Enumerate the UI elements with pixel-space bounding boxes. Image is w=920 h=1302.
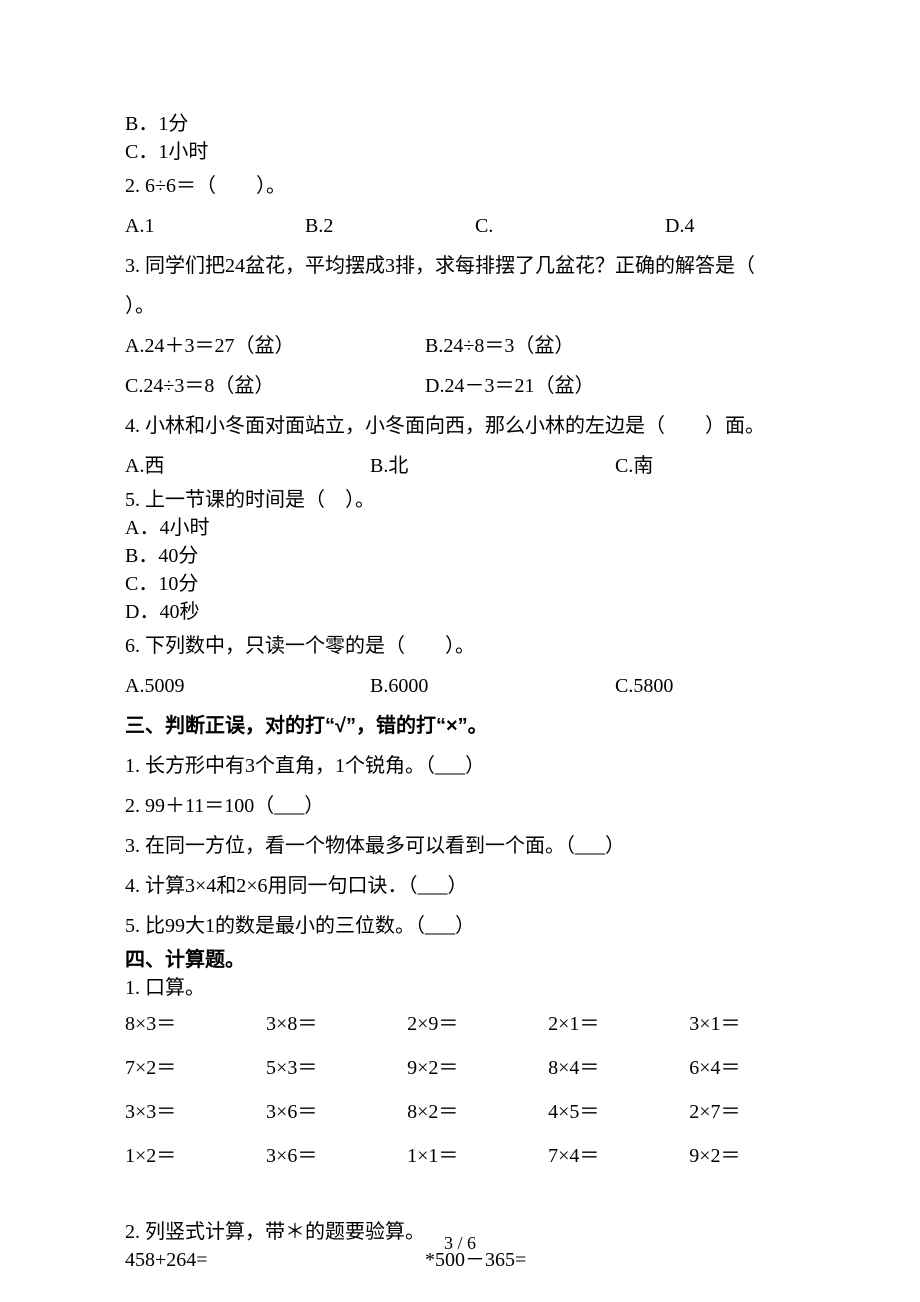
q5-opt-b: B．40分 xyxy=(125,542,795,570)
q2-opt-d: D.4 xyxy=(665,206,785,246)
calc-cell: 3×1＝ xyxy=(689,1002,795,1046)
calc-cell: 1×1＝ xyxy=(407,1134,548,1178)
calc-cell: 6×4＝ xyxy=(689,1046,795,1090)
q5-opt-c: C．10分 xyxy=(125,570,795,598)
q4-options: A.西 B.北 C.南 xyxy=(125,446,795,486)
q2-opt-b: B.2 xyxy=(305,206,475,246)
q3-options-row2: C.24÷3＝8（盆） D.24－3＝21（盆） xyxy=(125,366,795,406)
judge-4: 4. 计算3×4和2×6用同一句口诀．（___） xyxy=(125,866,795,906)
calc-cell: 1×2＝ xyxy=(125,1134,266,1178)
calc-row-4: 1×2＝ 3×6＝ 1×1＝ 7×4＝ 9×2＝ xyxy=(125,1134,795,1178)
judge-2: 2. 99＋11＝100（___） xyxy=(125,786,795,826)
calc-cell: 8×2＝ xyxy=(407,1090,548,1134)
q3-opt-c: C.24÷3＝8（盆） xyxy=(125,366,425,406)
calc-cell: 7×4＝ xyxy=(548,1134,689,1178)
page: B．1分 C．1小时 2. 6÷6＝（ ）。 A.1 B.2 C. D.4 3.… xyxy=(0,0,920,1302)
calc-row-3: 3×3＝ 3×6＝ 8×2＝ 4×5＝ 2×7＝ xyxy=(125,1090,795,1134)
q6-opt-a: A.5009 xyxy=(125,666,370,706)
q4-opt-a: A.西 xyxy=(125,446,370,486)
q3-opt-d: D.24－3＝21（盆） xyxy=(425,366,765,406)
q3-opt-a: A.24＋3＝27（盆） xyxy=(125,326,425,366)
q5-opt-d: D．40秒 xyxy=(125,598,795,626)
calc-cell: 2×7＝ xyxy=(689,1090,795,1134)
q2-options: A.1 B.2 C. D.4 xyxy=(125,206,795,246)
q3-options-row1: A.24＋3＝27（盆） B.24÷8＝3（盆） xyxy=(125,326,795,366)
calc-cell: 3×6＝ xyxy=(266,1134,407,1178)
q3-stem-line1: 3. 同学们把24盆花，平均摆成3排，求每排摆了几盆花？正确的解答是（ xyxy=(125,246,795,286)
calc-cell: 3×6＝ xyxy=(266,1090,407,1134)
calc-cell: 2×1＝ xyxy=(548,1002,689,1046)
calc-cell: 8×4＝ xyxy=(548,1046,689,1090)
q2-stem: 2. 6÷6＝（ ）。 xyxy=(125,166,795,206)
page-number: 3 / 6 xyxy=(0,1233,920,1254)
calc-1-title: 1. 口算。 xyxy=(125,974,795,1002)
q4-opt-b: B.北 xyxy=(370,446,615,486)
calc-cell: 3×3＝ xyxy=(125,1090,266,1134)
spacer xyxy=(125,1178,795,1218)
q5-opt-a: A．4小时 xyxy=(125,514,795,542)
q5-stem: 5. 上一节课的时间是（ ）。 xyxy=(125,486,795,514)
calc-cell: 9×2＝ xyxy=(689,1134,795,1178)
q6-options: A.5009 B.6000 C.5800 xyxy=(125,666,795,706)
judge-1: 1. 长方形中有3个直角，1个锐角。（___） xyxy=(125,746,795,786)
calc-cell: 3×8＝ xyxy=(266,1002,407,1046)
q1-opt-b: B．1分 xyxy=(125,110,795,138)
calc-cell: 4×5＝ xyxy=(548,1090,689,1134)
calc-cell: 2×9＝ xyxy=(407,1002,548,1046)
judge-3: 3. 在同一方位，看一个物体最多可以看到一个面。（___） xyxy=(125,826,795,866)
q6-stem: 6. 下列数中，只读一个零的是（ ）。 xyxy=(125,626,795,666)
calc-row-1: 8×3＝ 3×8＝ 2×9＝ 2×1＝ 3×1＝ xyxy=(125,1002,795,1046)
calc-cell: 8×3＝ xyxy=(125,1002,266,1046)
q6-opt-c: C.5800 xyxy=(615,666,795,706)
q1-opt-c: C．1小时 xyxy=(125,138,795,166)
q3-opt-b: B.24÷8＝3（盆） xyxy=(425,326,765,366)
calc-cell: 9×2＝ xyxy=(407,1046,548,1090)
q3-stem-line2: ）。 xyxy=(125,286,795,326)
q6-opt-b: B.6000 xyxy=(370,666,615,706)
section-3-heading: 三、判断正误，对的打“√”，错的打“×”。 xyxy=(125,706,795,746)
q2-opt-c: C. xyxy=(475,206,665,246)
q4-opt-c: C.南 xyxy=(615,446,795,486)
calc-cell: 5×3＝ xyxy=(266,1046,407,1090)
calc-row-2: 7×2＝ 5×3＝ 9×2＝ 8×4＝ 6×4＝ xyxy=(125,1046,795,1090)
q2-opt-a: A.1 xyxy=(125,206,305,246)
section-4-heading: 四、计算题。 xyxy=(125,946,795,974)
q4-stem: 4. 小林和小冬面对面站立，小冬面向西，那么小林的左边是（ ）面。 xyxy=(125,406,795,446)
calc-cell: 7×2＝ xyxy=(125,1046,266,1090)
judge-5: 5. 比99大1的数是最小的三位数。（___） xyxy=(125,906,795,946)
